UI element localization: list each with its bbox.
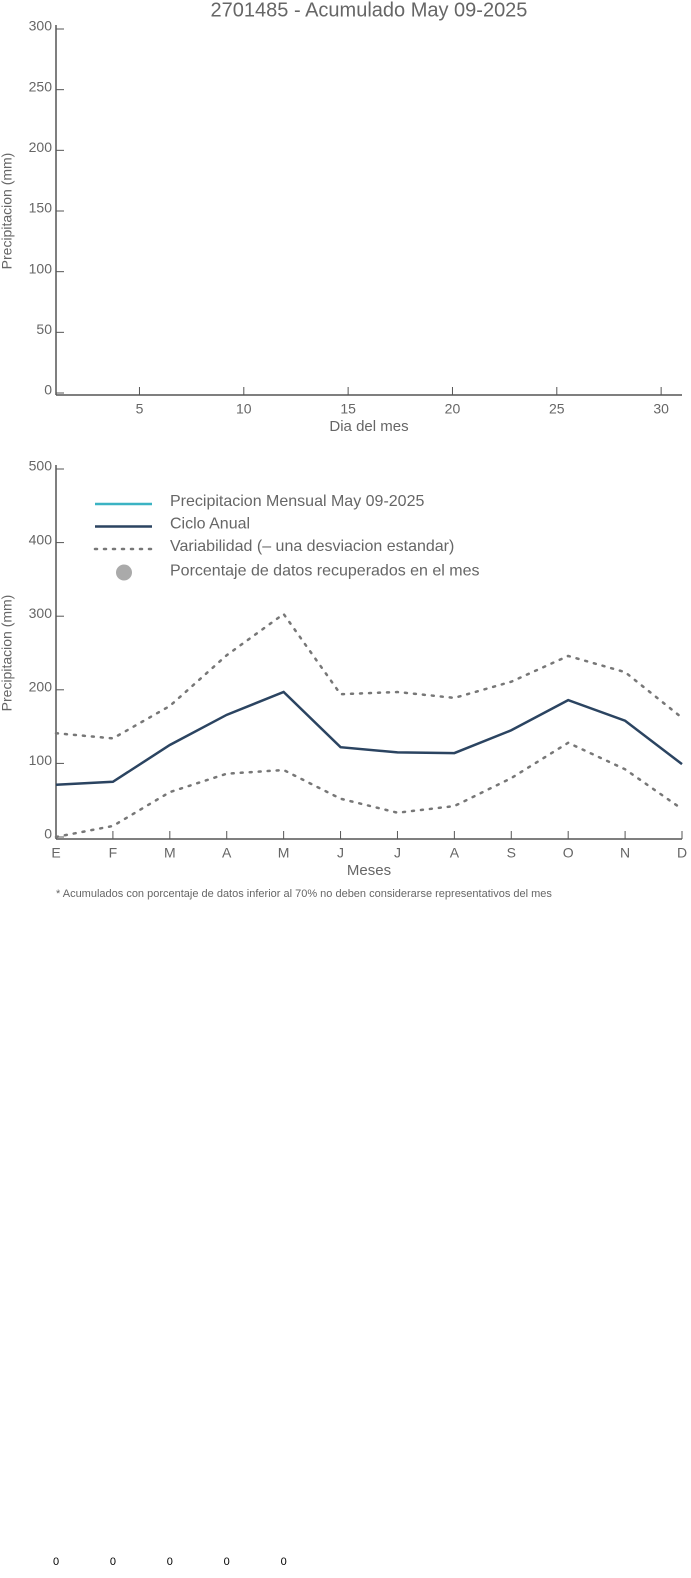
x-tick-label: 25	[549, 401, 565, 417]
x-tick-label: 10	[236, 401, 252, 417]
x-tick-label: M	[164, 845, 176, 861]
percentage-label: 0	[53, 1556, 59, 1568]
legend-label: Ciclo Anual	[170, 516, 250, 533]
y-tick-label: 300	[29, 18, 53, 34]
y-tick-label: 250	[29, 78, 53, 94]
y-tick-label: 100	[29, 752, 53, 768]
percentage-label: 0	[167, 1556, 173, 1568]
y-tick-label: 50	[36, 321, 52, 337]
x-tick-label: E	[51, 845, 60, 861]
x-axis-label: Meses	[347, 862, 391, 879]
y-tick-label: 0	[44, 826, 52, 842]
x-tick-label: D	[677, 845, 687, 861]
y-tick-label: 0	[44, 382, 52, 398]
x-tick-label: J	[337, 845, 344, 861]
x-tick-label: A	[450, 845, 460, 861]
x-tick-label: N	[620, 845, 630, 861]
x-tick-label: 15	[340, 401, 356, 417]
y-axis-label: Precipitacion (mm)	[0, 153, 15, 270]
y-axis-label: Precipitacion (mm)	[0, 595, 15, 712]
series-line	[55, 690, 683, 786]
y-tick-label: 200	[29, 679, 53, 695]
percentage-label: 0	[110, 1556, 116, 1568]
x-tick-label: J	[394, 845, 401, 861]
legend-label: Precipitacion Mensual May 09-2025	[170, 493, 424, 510]
x-tick-label: A	[222, 845, 232, 861]
percentage-label: 0	[224, 1556, 230, 1568]
y-tick-label: 150	[29, 200, 53, 216]
x-tick-label: S	[507, 845, 516, 861]
percentage-label: 0	[281, 1556, 287, 1568]
legend-dot	[116, 564, 132, 581]
x-tick-label: 5	[136, 401, 144, 417]
chart-title: 2701485 - Acumulado May 09-2025	[211, 0, 528, 21]
y-tick-label: 200	[29, 139, 53, 155]
x-tick-label: O	[563, 845, 574, 861]
legend-label: Variabilidad (– una desviacion estandar)	[170, 538, 454, 555]
footnote: * Acumulados con porcentaje de datos inf…	[56, 888, 552, 900]
y-tick-label: 300	[29, 605, 53, 621]
series-line-lower	[54, 741, 684, 839]
x-tick-label: M	[278, 845, 290, 861]
x-axis-label: Dia del mes	[329, 418, 408, 435]
y-tick-label: 100	[29, 260, 53, 276]
legend-label: Porcentaje de datos recuperados en el me…	[170, 563, 480, 580]
x-tick-label: F	[109, 845, 118, 861]
y-tick-label: 500	[29, 458, 53, 474]
x-tick-label: 20	[445, 401, 461, 417]
y-tick-label: 400	[29, 531, 53, 547]
x-tick-label: 30	[653, 401, 669, 417]
series-line	[54, 612, 684, 740]
